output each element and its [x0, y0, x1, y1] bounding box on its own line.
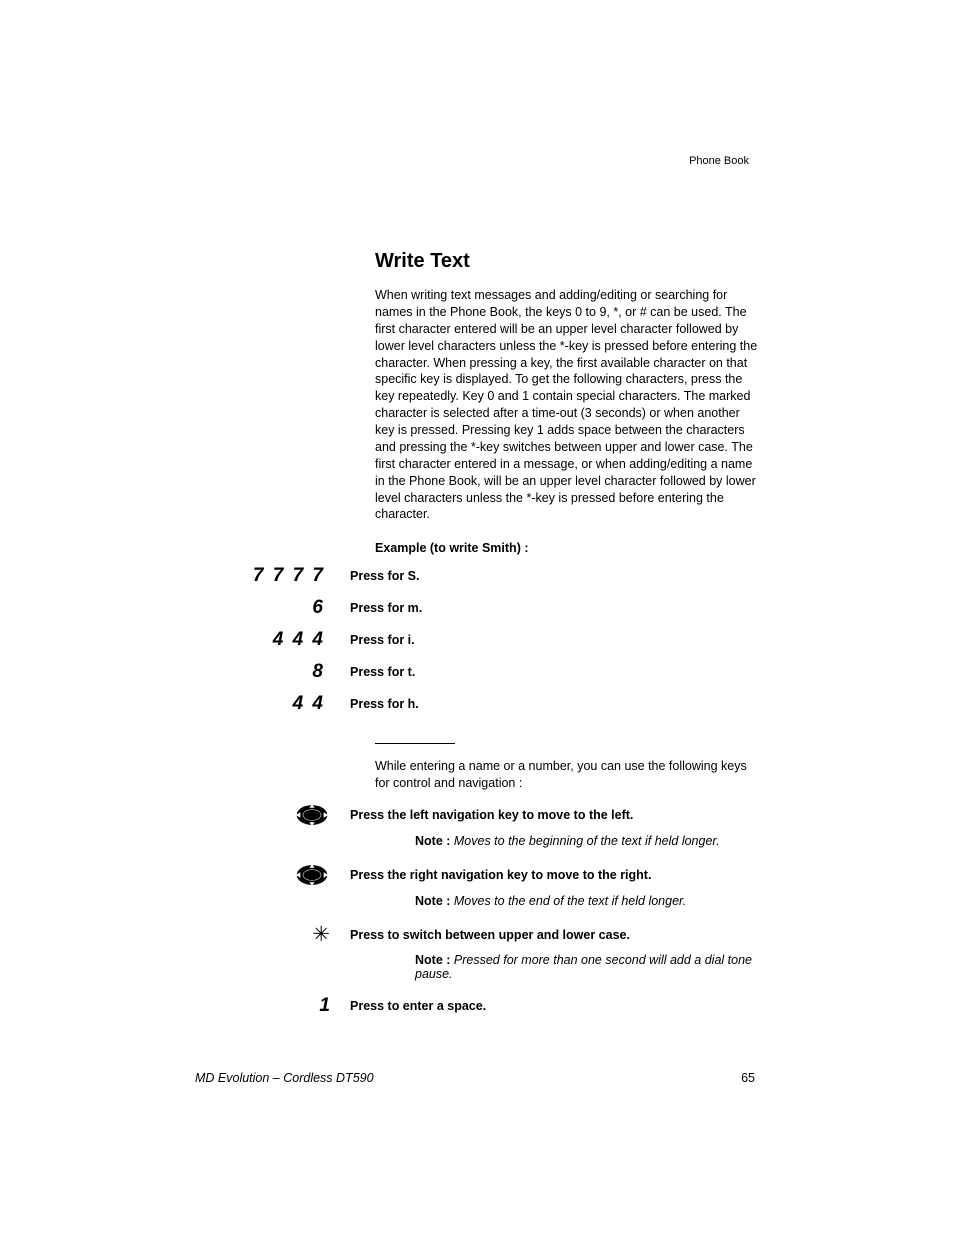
key-sequence: 7 7 7 7	[253, 565, 325, 586]
note: Note : Moves to the end of the text if h…	[415, 894, 760, 908]
nav-instruction: Press to switch between upper and lower …	[350, 928, 760, 942]
key-sequence: 6	[312, 597, 325, 618]
note-text: Pressed for more than one second will ad…	[415, 953, 752, 981]
note-text: Moves to the beginning of the text if he…	[454, 834, 720, 848]
star-key-icon: ✳	[312, 922, 330, 947]
key-description: Press for m.	[350, 601, 760, 615]
note-label: Note :	[415, 953, 454, 967]
nav-item: Press the right navigation key to move t…	[190, 862, 760, 888]
nav-item: 1 Press to enter a space.	[190, 995, 760, 1017]
one-key-icon: 1	[319, 995, 330, 1017]
example-row: 7 7 7 7 Press for S.	[190, 565, 760, 587]
nav-item: Press the left navigation key to move to…	[190, 802, 760, 828]
note: Note : Pressed for more than one second …	[415, 953, 760, 981]
example-row: 4 4 Press for h.	[190, 693, 760, 715]
key-sequence: 4 4 4	[273, 629, 325, 650]
nav-instruction: Press the left navigation key to move to…	[350, 808, 760, 822]
page-footer: MD Evolution – Cordless DT590 65	[195, 1071, 755, 1085]
example-row: 4 4 4 Press for i.	[190, 629, 760, 651]
nav-item: ✳ Press to switch between upper and lowe…	[190, 922, 760, 947]
key-description: Press for h.	[350, 697, 760, 711]
section-divider	[375, 743, 455, 744]
key-description: Press for S.	[350, 569, 760, 583]
note-text: Moves to the end of the text if held lon…	[454, 894, 686, 908]
note-label: Note :	[415, 894, 454, 908]
page-title: Write Text	[375, 250, 760, 273]
navigation-key-icon	[294, 862, 330, 888]
note: Note : Moves to the beginning of the tex…	[415, 834, 760, 848]
intro-paragraph: When writing text messages and adding/ed…	[375, 287, 760, 523]
header-breadcrumb: Phone Book	[689, 155, 749, 167]
key-description: Press for i.	[350, 633, 760, 647]
key-sequence: 4 4	[293, 693, 325, 714]
navigation-key-icon	[294, 802, 330, 828]
footer-title: MD Evolution – Cordless DT590	[195, 1071, 374, 1085]
example-row: 6 Press for m.	[190, 597, 760, 619]
note-label: Note :	[415, 834, 454, 848]
nav-intro: While entering a name or a number, you c…	[375, 758, 760, 792]
example-heading: Example (to write Smith) :	[375, 541, 760, 555]
page-number: 65	[741, 1071, 755, 1085]
example-row: 8 Press for t.	[190, 661, 760, 683]
nav-instruction: Press to enter a space.	[350, 999, 760, 1013]
nav-instruction: Press the right navigation key to move t…	[350, 868, 760, 882]
key-description: Press for t.	[350, 665, 760, 679]
key-sequence: 8	[312, 661, 325, 682]
